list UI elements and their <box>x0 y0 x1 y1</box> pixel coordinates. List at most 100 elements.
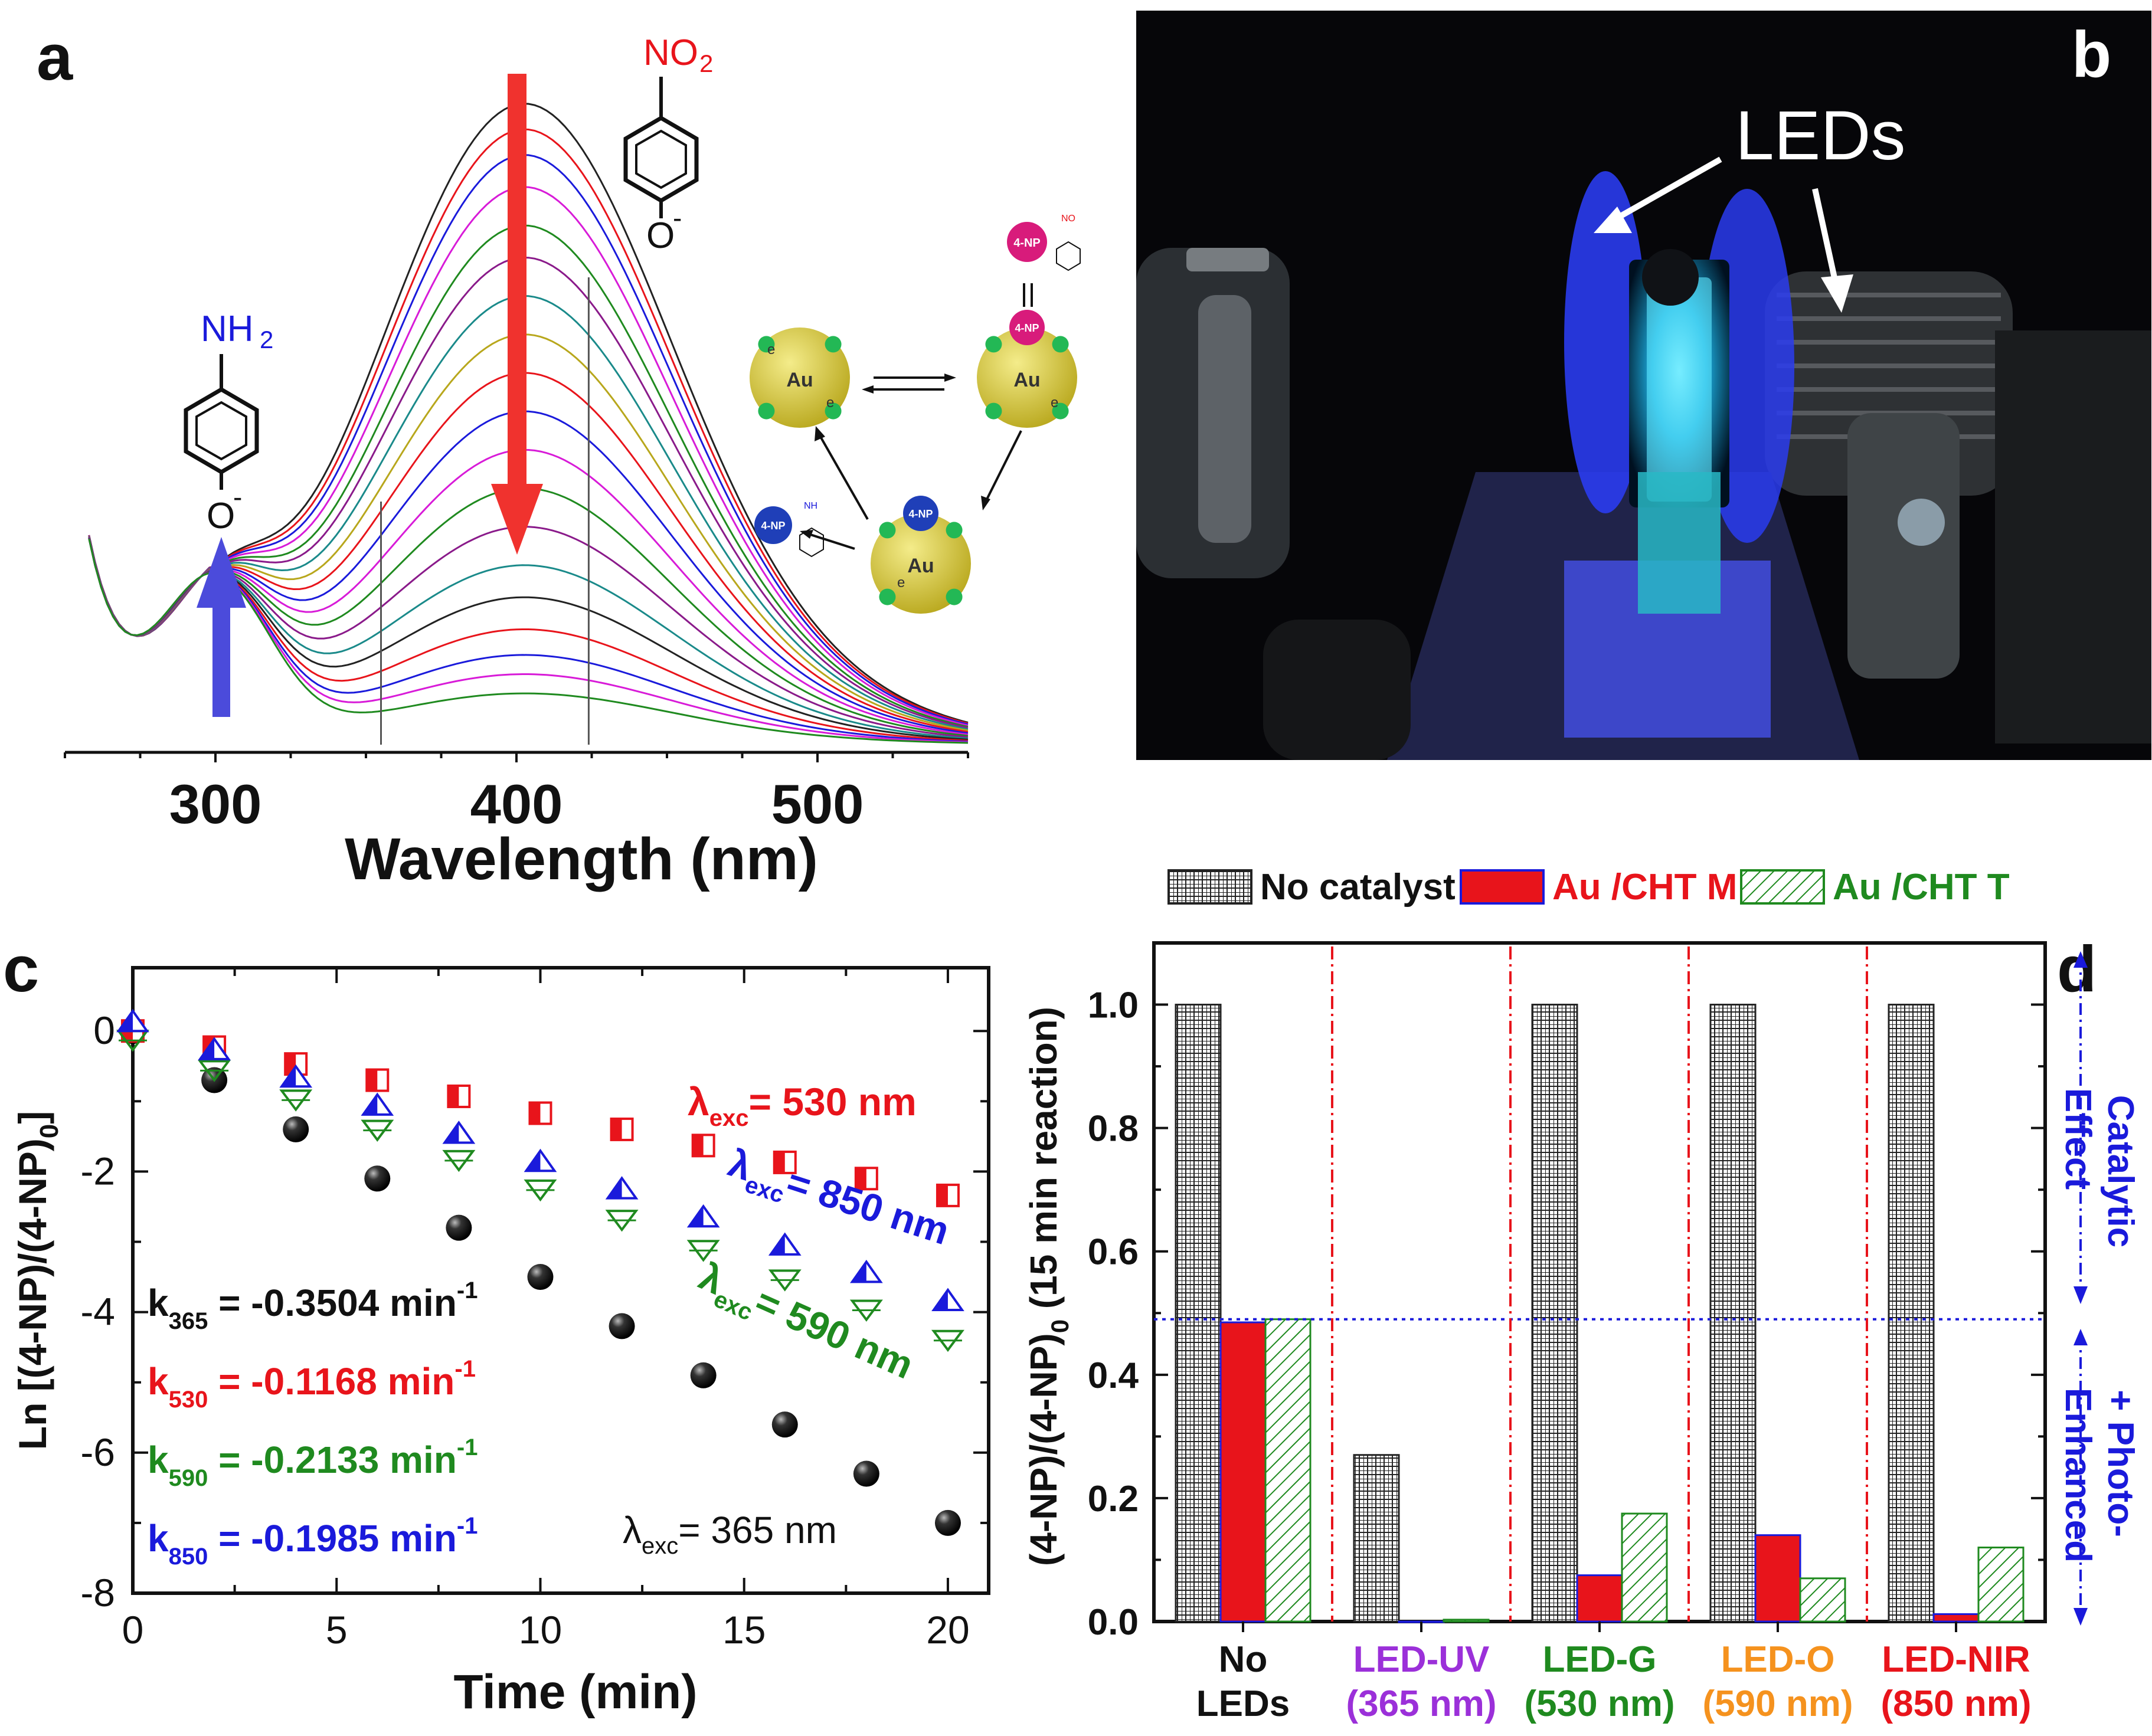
marker-850-fill <box>444 1122 459 1143</box>
spectrum-line <box>88 186 969 726</box>
hydrogen-dot <box>985 402 1002 420</box>
category-sublabel: (530 nm) <box>1525 1683 1675 1724</box>
panel-letter-b: b <box>2072 18 2111 91</box>
category-label: LED-NIR <box>1882 1639 2030 1680</box>
spectrum-line <box>88 410 969 734</box>
bar-no-catalyst <box>1175 1004 1222 1623</box>
panel-d-dividers <box>1331 946 1868 1622</box>
y-tick-label: -6 <box>80 1430 115 1474</box>
4ap-label-adsorbed: 4-NP <box>908 508 933 520</box>
x-tick-label: 5 <box>326 1608 348 1652</box>
amine-phenolate-o: O <box>207 496 235 536</box>
panel-b-photo: LEDs b <box>1136 11 2151 760</box>
lambda-label-530: λexc= 530 nm <box>688 1080 917 1131</box>
category-sublabel: LEDs <box>1196 1683 1290 1724</box>
led-disc-left <box>1564 171 1647 513</box>
category-sublabel: (365 nm) <box>1346 1683 1497 1724</box>
amine-label: NH <box>201 309 254 349</box>
electron-label: e <box>767 342 775 358</box>
marker-850-fill <box>119 1011 133 1031</box>
rate-constant-label: k365 = -0.3504 min-1 <box>148 1278 478 1334</box>
spectrum-line <box>88 448 969 736</box>
category-sublabel: (850 nm) <box>1881 1683 2032 1724</box>
panel-c-ylabel: λ Ln [(4-NP)/(4-NP)0] <box>11 1111 64 1450</box>
marker-530-fill <box>611 1118 622 1140</box>
hydrogen-dot <box>758 402 775 420</box>
spectrum-line <box>88 103 969 723</box>
catalytic-cycle-scheme: Au Au Au e e e e 4-NP 4-NP 4-NP 4-NP NO … <box>750 214 1081 614</box>
hydrogen-dot <box>985 336 1002 353</box>
category-label: LED-UV <box>1353 1639 1490 1680</box>
spectrum-line <box>88 128 969 725</box>
hydrogen-dot <box>946 522 963 539</box>
panel-c-plot-frame <box>131 966 990 1595</box>
4ap-molecule-adsorbed <box>903 496 938 531</box>
y-tick-label: -8 <box>80 1571 115 1614</box>
rate-constant-label: k530 = -0.1168 min-1 <box>148 1356 476 1413</box>
marker-850-fill <box>770 1234 785 1254</box>
bar-au-cht-t <box>1621 1512 1668 1623</box>
marker-530-fill <box>692 1135 704 1157</box>
marker-365 <box>527 1264 554 1290</box>
bar-au-cht-m <box>1219 1321 1267 1623</box>
mini-nitro-label: NO <box>1061 214 1075 224</box>
panel-d-bar-chart: No catalyst Au /CHT M Au /CHT T 0.00.20.40… <box>1022 867 2141 1724</box>
hydrogen-dot <box>825 336 842 353</box>
marker-850-fill <box>933 1290 948 1311</box>
hydrogen-dot <box>1052 402 1069 420</box>
marker-850-fill <box>363 1094 378 1115</box>
hydrogen-dot <box>879 522 896 539</box>
amine-subscript: 2 <box>260 326 273 353</box>
marker-850-fill <box>282 1066 296 1087</box>
panel-d-legend: No catalyst Au /CHT M Au /CHT T <box>1167 867 2010 908</box>
panel-letter-c: c <box>3 933 39 1005</box>
catalytic-effect-annotation: Catalytic Effect <box>2058 951 2141 1304</box>
marker-530-fill <box>529 1102 541 1124</box>
legend-swatch <box>1740 869 1825 905</box>
hydrogen-dot <box>946 588 963 605</box>
rate-constant-label: k850 = -0.1985 min-1 <box>148 1513 478 1570</box>
spectrum-line <box>88 372 969 733</box>
lambda-label-850: λexc= 850 nm <box>721 1141 955 1260</box>
au-nanoparticle-left <box>750 327 850 428</box>
increase-arrow-icon <box>197 537 246 717</box>
marker-365 <box>934 1509 961 1536</box>
4ap-molecule-released <box>754 506 792 544</box>
marker-530-fill <box>448 1085 459 1107</box>
panel-d-bars <box>1175 1004 2025 1623</box>
panel-letter-d: d <box>2057 933 2097 1005</box>
marker-850-fill <box>689 1206 704 1227</box>
nitro-phenolate-o: O <box>646 215 675 256</box>
bar-au-cht-m <box>1576 1574 1623 1623</box>
hydrogen-dot <box>758 336 775 353</box>
marker-365 <box>690 1362 717 1388</box>
amine-phenolate-charge: - <box>233 482 242 512</box>
x-tick-label: 20 <box>926 1608 969 1652</box>
lambda-label-590: λexc= 590 nm <box>690 1254 920 1394</box>
marker-365 <box>609 1313 635 1339</box>
y-tick-label: 1.0 <box>1088 985 1139 1026</box>
marker-850-fill <box>526 1151 541 1171</box>
marker-365 <box>771 1411 798 1438</box>
hydrogen-dot <box>879 588 896 605</box>
marker-850-fill <box>200 1039 215 1059</box>
bar-au-cht-t <box>1443 1619 1490 1623</box>
4np-molecule-adsorbed <box>1009 310 1045 345</box>
legend-label: Au /CHT M <box>1552 867 1737 908</box>
bar-no-catalyst <box>1353 1454 1400 1623</box>
marker-365 <box>364 1165 391 1192</box>
bar-au-cht-t <box>1264 1318 1312 1623</box>
x-tick-label: 15 <box>722 1608 766 1652</box>
marker-530-fill <box>855 1168 866 1190</box>
y-tick-label: -2 <box>80 1149 115 1193</box>
y-tick-label: 0 <box>93 1008 115 1052</box>
hydrogen-dots <box>758 336 1069 605</box>
nitro-label: NO <box>643 32 698 73</box>
spectrum-line <box>88 154 969 725</box>
panel-a-spectra: 300 400 500 Wavelength (nm) NO 2 O - <box>64 32 1081 892</box>
rate-constant-label: k590 = -0.2133 min-1 <box>148 1434 478 1491</box>
bar-no-catalyst <box>1888 1004 1935 1623</box>
marker-850-fill <box>607 1178 622 1198</box>
x-tick-label: 300 <box>169 773 262 835</box>
marker-850-fill <box>852 1262 866 1282</box>
